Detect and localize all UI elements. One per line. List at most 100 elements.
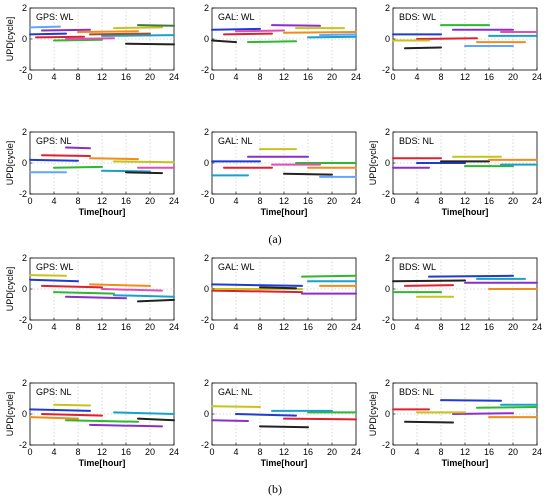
series-segment [41,28,91,32]
x-tick-label: 24 [532,72,542,82]
y-tick-label: 0 [22,34,27,44]
y-tick-label: -2 [201,315,209,325]
x-axis-label: Time[hour] [261,207,308,217]
y-axis-label: UPD[cycle] [5,267,15,312]
y-tick-label: -2 [19,65,27,75]
y-tick-label: -2 [382,315,390,325]
y-tick-label: -2 [201,189,209,199]
series-segment [65,295,127,300]
series-segment [392,279,466,283]
x-tick-label: 4 [414,196,419,206]
series-segment [319,33,357,37]
x-tick-label: 20 [145,72,155,82]
x-tick-label: 16 [484,447,494,457]
y-tick-label: -2 [201,440,209,450]
y-tick-label: 0 [385,34,390,44]
y-tick-label: -2 [382,65,390,75]
series-segment [29,32,67,36]
series-segment [211,289,303,294]
series-segment [65,146,91,150]
y-tick-label: 2 [385,253,390,263]
x-tick-label: 20 [145,196,155,206]
y-tick-label: 2 [385,378,390,388]
series-segment [283,172,333,176]
y-tick-label: -2 [19,189,27,199]
series-segment [101,288,163,292]
x-tick-label: 12 [97,72,107,82]
x-tick-label: 12 [279,322,289,332]
x-tick-label: 8 [257,72,262,82]
series-segment [235,29,285,33]
x-tick-label: 0 [390,447,395,457]
x-tick-label: 4 [51,196,56,206]
y-tick-label: 0 [22,409,27,419]
x-axis-label: Time[hour] [442,458,489,468]
x-tick-label: 4 [51,322,56,332]
y-axis-label: UPD[cycle] [5,141,15,186]
y-tick-label: 2 [385,127,390,137]
x-tick-label: 16 [121,72,131,82]
x-tick-label: 8 [438,447,443,457]
x-tick-label: 4 [414,447,419,457]
x-tick-label: 20 [145,322,155,332]
y-tick-label: 2 [204,3,209,13]
x-tick-label: 16 [121,322,131,332]
x-tick-label: 24 [351,447,361,457]
series-segment [404,420,454,424]
x-axis-label: Time[hour] [261,458,308,468]
x-tick-label: 24 [351,196,361,206]
series-segment [283,31,357,34]
x-tick-label: 0 [209,322,214,332]
x-tick-label: 24 [169,447,179,457]
series-segment [113,411,175,415]
series-segment [89,32,151,36]
x-tick-label: 8 [438,196,443,206]
x-tick-label: 24 [351,72,361,82]
x-axis-label: Time[hour] [79,458,126,468]
series-segment [307,35,357,39]
panel-title: GPS: WL [36,12,74,22]
series-segment [428,274,514,278]
x-tick-label: 0 [209,447,214,457]
series-segment [137,24,175,27]
y-tick-label: -2 [382,189,390,199]
x-tick-label: 12 [279,196,289,206]
series-segment [89,157,139,161]
series-segment [211,39,237,44]
series-segment [211,283,303,287]
x-tick-label: 8 [75,322,80,332]
y-tick-label: 2 [204,127,209,137]
y-tick-label: -2 [201,65,209,75]
caption-a: (a) [268,232,281,246]
series-segment [211,405,261,408]
x-tick-label: 24 [532,196,542,206]
x-tick-label: 0 [27,447,32,457]
series-segment [404,46,442,50]
series-segment [137,417,175,422]
panel-title: BDS: NL [399,387,434,397]
y-axis-label: UPD[cycle] [5,17,15,62]
x-tick-label: 8 [75,72,80,82]
series-segment [41,154,91,157]
caption-b: (b) [268,482,282,496]
y-tick-label: 0 [385,284,390,294]
y-tick-label: 2 [22,253,27,263]
series-segment [113,294,175,298]
series-segment [53,38,103,42]
series-segment [89,423,163,428]
x-axis-label: Time[hour] [79,207,126,217]
y-tick-label: 0 [22,284,27,294]
series-segment [29,408,91,412]
x-tick-label: 24 [532,447,542,457]
y-tick-label: 2 [22,378,27,388]
y-tick-label: -2 [382,440,390,450]
series-segment [259,425,309,429]
